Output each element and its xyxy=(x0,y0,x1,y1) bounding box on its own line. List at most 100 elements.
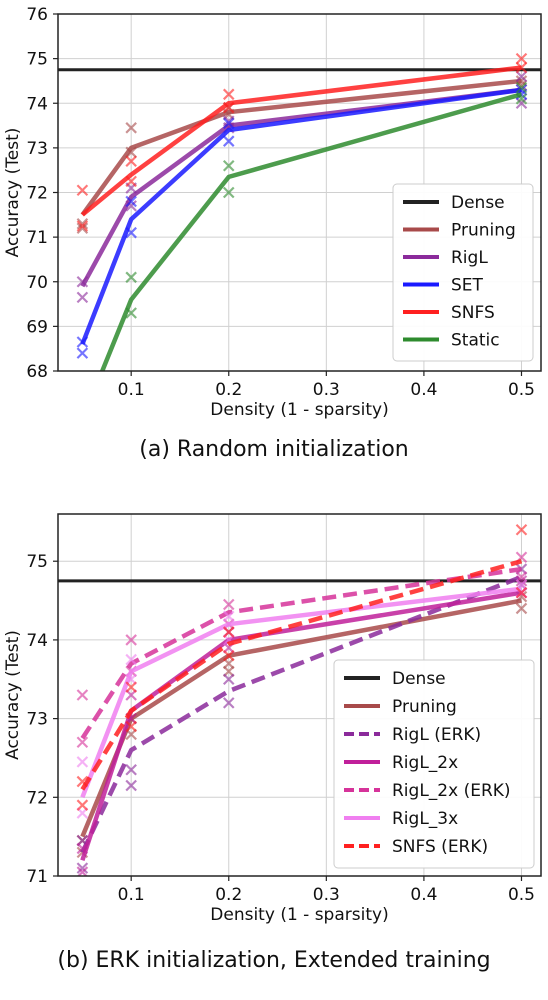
sample-marker-stroke xyxy=(515,70,528,83)
y-axis-label: Accuracy (Test) xyxy=(3,630,23,760)
y-tick-label: 71 xyxy=(26,867,48,887)
legend-label: SNFS (ERK) xyxy=(392,837,488,857)
sample-marker-stroke xyxy=(222,101,235,114)
sample-marker-stroke xyxy=(76,736,89,748)
sample-marker xyxy=(125,146,137,159)
sample-marker xyxy=(76,217,89,230)
x-tick-label: 0.3 xyxy=(313,885,340,905)
sample-marker xyxy=(125,634,137,646)
plot-frame xyxy=(57,513,542,877)
sample-marker xyxy=(76,842,89,855)
sample-marker xyxy=(515,575,528,587)
sample-marker-stroke xyxy=(125,226,137,239)
sample-marker xyxy=(222,673,235,686)
y-tick-label: 74 xyxy=(26,94,48,114)
sample-marker-stroke xyxy=(222,117,235,130)
sample-marker xyxy=(125,122,137,134)
series-line xyxy=(80,78,522,217)
sample-marker-stroke xyxy=(222,649,235,662)
x-tick-label: 0.1 xyxy=(118,380,145,400)
sample-marker-stroke xyxy=(76,799,89,811)
sample-marker-stroke xyxy=(76,275,89,288)
x-tick-label: 0.4 xyxy=(410,885,437,905)
sample-marker xyxy=(222,135,235,147)
sample-marker-stroke xyxy=(515,97,528,110)
x-axis-label: Density (1 - sparsity) xyxy=(210,905,388,925)
sample-marker xyxy=(515,602,528,615)
sample-marker-stroke xyxy=(222,598,235,611)
sample-marker xyxy=(222,159,235,172)
y-tick-label: 69 xyxy=(26,317,48,337)
sample-marker xyxy=(76,336,89,348)
legend-label: Pruning xyxy=(451,221,516,241)
sample-marker xyxy=(222,697,235,709)
caption-a: (a) Random initialization xyxy=(139,437,409,462)
sample-marker-stroke xyxy=(76,775,89,788)
series-line xyxy=(80,586,522,799)
x-tick-label: 0.3 xyxy=(313,380,340,400)
sample-marker-stroke xyxy=(222,159,235,172)
caption-b: (b) ERK initialization, Extended trainin… xyxy=(57,948,491,973)
legend-label: SET xyxy=(451,276,484,296)
sample-marker-stroke xyxy=(222,88,235,101)
chart-erk-init: 0.1 0.2 0.3 0.4 0.5 71 72 73 74 75 Density (1 - sp… xyxy=(3,513,542,925)
y-axis-label: Accuracy (Test) xyxy=(3,128,23,258)
sample-marker-stroke xyxy=(125,175,137,188)
sample-marker xyxy=(76,222,89,234)
legend-label: Dense xyxy=(451,193,505,213)
sample-marker-stroke xyxy=(76,217,89,230)
series-line xyxy=(80,65,522,217)
sample-marker xyxy=(76,775,89,788)
sample-marker xyxy=(125,175,137,188)
sample-marker xyxy=(76,756,89,768)
sample-marker-stroke xyxy=(125,307,137,319)
sample-marker-stroke xyxy=(222,673,235,686)
legend-label: RigL (ERK) xyxy=(392,725,481,745)
sample-marker-stroke xyxy=(125,720,137,733)
sample-marker-stroke xyxy=(222,626,235,638)
series-line xyxy=(80,574,523,854)
sample-marker xyxy=(76,862,89,874)
sample-marker-stroke xyxy=(76,222,89,234)
sample-marker-stroke xyxy=(222,135,235,147)
legend: Dense Pruning RigL (ERK) RigL_2x RigL_2x (ER… xyxy=(333,659,535,869)
sample-marker xyxy=(222,598,235,611)
sample-marker-stroke xyxy=(515,575,528,587)
x-tick-label: 0.5 xyxy=(508,885,535,905)
series-line xyxy=(80,598,522,838)
figure-b: 0.1 0.2 0.3 0.4 0.5 71 72 73 74 75 Density (1 - sp… xyxy=(0,500,548,1000)
plot-area xyxy=(58,523,541,876)
sample-marker xyxy=(76,220,89,232)
figure-a: 0.1 0.2 0.3 0.4 0.5 68 69 70 71 72 73 74 75 76 Density… xyxy=(3,5,542,462)
sample-marker xyxy=(222,649,235,662)
legend-label: Pruning xyxy=(392,697,457,717)
sample-marker-stroke xyxy=(76,291,89,304)
sample-marker-stroke xyxy=(515,586,528,599)
series-line xyxy=(99,92,523,371)
sample-marker-stroke xyxy=(125,681,137,693)
sample-marker-stroke xyxy=(125,763,137,776)
y-tick-label: 68 xyxy=(26,362,48,382)
sample-marker xyxy=(125,720,137,733)
sample-marker xyxy=(515,52,528,65)
legend-label: RigL xyxy=(451,248,488,268)
sample-marker-stroke xyxy=(125,195,137,208)
sample-marker xyxy=(125,681,137,693)
series-line xyxy=(80,559,523,791)
sample-marker-stroke xyxy=(125,146,137,159)
sample-marker-stroke xyxy=(515,81,528,94)
sample-marker xyxy=(515,70,528,83)
sample-marker-stroke xyxy=(76,347,89,359)
x-tick-label: 0.2 xyxy=(215,380,242,400)
sample-marker xyxy=(515,523,528,536)
sample-marker-stroke xyxy=(222,186,235,199)
sample-marker xyxy=(76,184,89,197)
sample-marker xyxy=(125,226,137,239)
legend-label: RigL_2x xyxy=(392,753,458,773)
legend-label: Static xyxy=(451,331,500,351)
x-tick-label: 0.1 xyxy=(118,885,145,905)
legend: Dense Pruning RigL SET SNFS Static xyxy=(392,183,534,362)
sample-marker-stroke xyxy=(125,653,137,666)
sample-marker xyxy=(515,81,528,94)
sample-marker-stroke xyxy=(515,52,528,65)
